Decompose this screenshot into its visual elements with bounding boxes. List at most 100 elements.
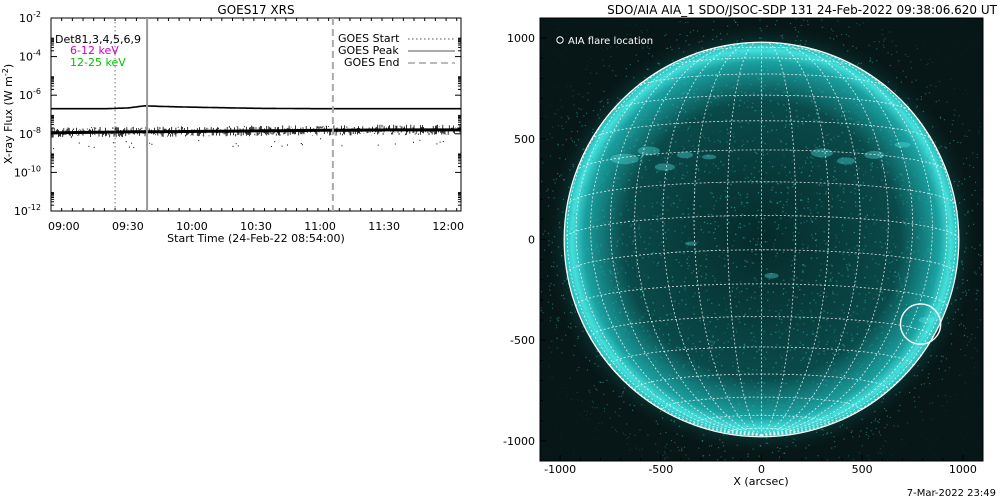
background-speckle	[936, 437, 938, 439]
disk-speckle	[770, 181, 773, 183]
background-speckle	[973, 372, 975, 374]
disk-speckle	[775, 213, 777, 215]
disk-speckle	[870, 395, 872, 398]
disk-speckle	[745, 421, 747, 423]
disk-speckle	[782, 233, 784, 235]
background-speckle	[618, 415, 620, 417]
disk-speckle	[754, 277, 756, 279]
disk-speckle	[747, 44, 749, 46]
disk-speckle	[808, 348, 810, 350]
goes-y-tick-label: 10-10	[14, 164, 41, 179]
disk-speckle	[587, 325, 589, 327]
disk-speckle	[800, 310, 802, 312]
disk-speckle	[881, 332, 883, 334]
disk-speckle	[876, 337, 878, 339]
disk-speckle	[686, 171, 689, 174]
background-speckle	[555, 426, 557, 428]
background-speckle	[542, 45, 544, 47]
disk-speckle	[868, 138, 870, 140]
disk-speckle	[933, 329, 935, 331]
background-speckle	[965, 157, 968, 159]
disk-speckle	[874, 241, 877, 243]
background-speckle	[643, 42, 645, 44]
background-speckle	[652, 38, 654, 40]
disk-speckle	[580, 269, 582, 271]
disk-speckle	[920, 145, 922, 147]
disk-speckle	[865, 294, 867, 296]
disk-speckle	[699, 205, 702, 208]
background-speckle	[895, 45, 897, 47]
background-speckle	[963, 335, 966, 337]
disk-speckle	[579, 194, 581, 196]
disk-speckle	[832, 176, 835, 178]
disk-speckle	[709, 340, 711, 342]
background-speckle	[920, 434, 922, 436]
disk-speckle	[739, 70, 741, 72]
disk-speckle	[863, 375, 865, 377]
disk-speckle	[702, 135, 704, 137]
disk-speckle	[711, 192, 713, 195]
disk-speckle	[919, 190, 921, 192]
disk-speckle	[783, 154, 785, 156]
goes-x-tick-label: 10:30	[240, 220, 272, 233]
disk-speckle	[752, 238, 755, 240]
disk-speckle	[658, 163, 660, 165]
disk-speckle	[815, 302, 817, 304]
disk-speckle	[739, 121, 741, 124]
background-speckle	[735, 21, 737, 23]
disk-speckle	[694, 292, 696, 294]
goes-noise-outlier	[377, 144, 379, 146]
disk-speckle	[582, 209, 584, 212]
disk-speckle	[700, 275, 703, 277]
background-speckle	[580, 109, 582, 111]
disk-speckle	[618, 177, 620, 179]
disk-speckle	[647, 126, 649, 129]
background-speckle	[817, 455, 819, 457]
disk-speckle	[740, 91, 743, 93]
disk-speckle	[598, 218, 600, 220]
disk-speckle	[636, 93, 638, 96]
disk-speckle	[718, 384, 720, 386]
disk-speckle	[678, 261, 680, 264]
disk-speckle	[935, 324, 937, 326]
disk-speckle	[866, 322, 868, 324]
goes-legend-right: GOES Start GOES Peak GOES End	[338, 32, 455, 69]
disk-speckle	[657, 220, 659, 222]
background-speckle	[858, 451, 861, 454]
disk-speckle	[740, 74, 742, 76]
disk-speckle	[650, 367, 652, 369]
disk-speckle	[783, 429, 785, 431]
disk-speckle	[812, 348, 814, 350]
background-speckle	[629, 433, 631, 435]
disk-speckle	[777, 71, 779, 73]
disk-speckle	[675, 171, 677, 173]
background-speckle	[938, 99, 940, 101]
disk-speckle	[616, 245, 618, 247]
disk-speckle	[620, 333, 622, 336]
background-speckle	[958, 115, 960, 117]
disk-speckle	[617, 147, 619, 149]
disk-speckle	[678, 291, 681, 293]
disk-speckle	[667, 196, 669, 199]
disk-speckle	[793, 235, 795, 237]
disk-speckle	[627, 354, 629, 356]
background-speckle	[540, 23, 542, 25]
disk-speckle	[772, 427, 774, 429]
disk-speckle	[683, 252, 685, 254]
disk-speckle	[775, 129, 778, 131]
disk-speckle	[808, 357, 810, 359]
disk-speckle	[722, 390, 724, 392]
disk-speckle	[658, 392, 660, 394]
disk-speckle	[620, 308, 622, 310]
disk-speckle	[710, 216, 712, 218]
disk-speckle	[949, 273, 951, 275]
disk-speckle	[870, 388, 872, 390]
disk-speckle	[740, 126, 743, 128]
disk-speckle	[621, 118, 623, 120]
disk-speckle	[901, 174, 903, 176]
disk-speckle	[927, 144, 929, 146]
disk-speckle	[693, 92, 695, 95]
disk-speckle	[715, 403, 717, 405]
disk-speckle	[933, 182, 936, 185]
disk-speckle	[645, 168, 647, 171]
